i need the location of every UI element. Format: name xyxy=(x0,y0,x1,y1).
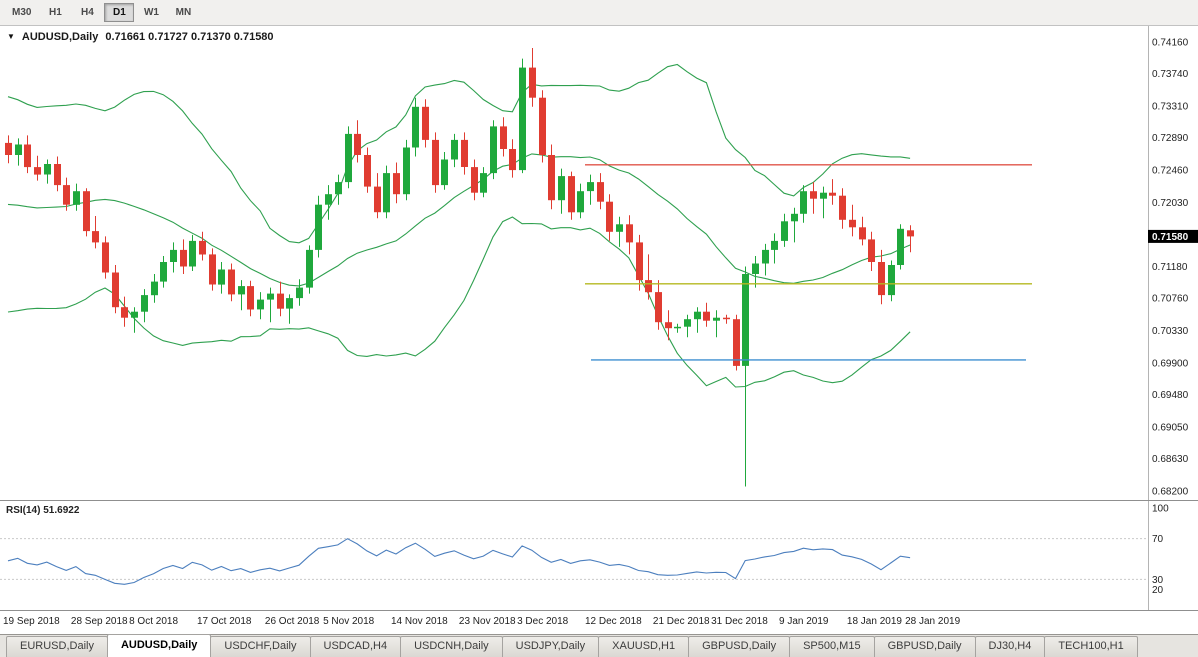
chart-background xyxy=(0,26,1198,634)
bollinger-upper-band xyxy=(7,63,911,244)
price-axis-label: 0.68630 xyxy=(1152,454,1189,465)
price-axis-label: 0.72030 xyxy=(1152,198,1189,209)
rsi-indicator-label: RSI(14) 51.6922 xyxy=(6,505,80,516)
symbol-tab-tech100-h1[interactable]: TECH100,H1 xyxy=(1044,636,1138,657)
symbol-tab-usdcnh-daily[interactable]: USDCNH,Daily xyxy=(400,636,503,657)
symbol-tab-audusd-daily[interactable]: AUDUSD,Daily xyxy=(106,634,212,657)
rsi-line xyxy=(7,538,911,585)
timeframe-button-d1[interactable]: D1 xyxy=(104,3,135,22)
date-axis-label: 3 Dec 2018 xyxy=(517,616,569,627)
price-axis-label: 0.70760 xyxy=(1152,294,1189,305)
chart-marker-icon: ▼ xyxy=(7,32,15,41)
timeframe-button-mn[interactable]: MN xyxy=(175,7,192,18)
chart-ohlc-values: 0.71661 0.71727 0.71370 0.71580 xyxy=(105,31,274,43)
candles-layer xyxy=(5,48,914,487)
chart-canvas[interactable]: 0.74160 0.73740 0.73310 0.72890 0.72460 0.720… xyxy=(0,26,1198,634)
price-axis-label: 0.69050 xyxy=(1152,423,1189,434)
symbol-tab-gbpusd-daily[interactable]: GBPUSD,Daily xyxy=(873,636,976,657)
date-axis-label: 31 Dec 2018 xyxy=(711,616,768,627)
price-axis-label: 0.70330 xyxy=(1152,326,1189,337)
timeframe-button-w1[interactable]: W1 xyxy=(143,7,159,18)
rsi-axis-label: 100 xyxy=(1152,504,1169,515)
date-axis-label: 28 Sep 2018 xyxy=(71,616,128,627)
timeframe-button-h4[interactable]: H4 xyxy=(81,7,94,18)
date-axis-label: 5 Nov 2018 xyxy=(323,616,375,627)
date-axis-label: 18 Jan 2019 xyxy=(847,616,902,627)
date-axis-label: 12 Dec 2018 xyxy=(585,616,642,627)
date-axis-label: 14 Nov 2018 xyxy=(391,616,448,627)
bollinger-middle-band xyxy=(7,153,911,287)
chart-title: ▼ AUDUSD,Daily 0.71661 0.71727 0.71370 0… xyxy=(7,31,274,43)
current-price-badge xyxy=(1148,229,1198,243)
symbol-tab-eurusd-daily[interactable]: EURUSD,Daily xyxy=(6,636,108,657)
symbol-tab-xauusd-h1[interactable]: XAUUSD,H1 xyxy=(598,636,690,657)
price-axis-label: 0.74160 xyxy=(1152,38,1189,49)
price-axis-label: 0.72460 xyxy=(1152,166,1189,177)
symbol-tab-usdchf-daily[interactable]: USDCHF,Daily xyxy=(210,636,311,657)
date-axis-label: 19 Sep 2018 xyxy=(3,616,60,627)
rsi-axis-label: 30 xyxy=(1152,575,1164,586)
chart-symbol-label: AUDUSD,Daily xyxy=(21,31,99,43)
symbol-tab-dj30-h4[interactable]: DJ30,H4 xyxy=(974,636,1046,657)
bollinger-lower-band xyxy=(7,216,911,388)
price-axis-label: 0.71180 xyxy=(1152,262,1188,273)
timeframe-toolbar: M30 H1 H4 D1 W1 MN xyxy=(0,0,1198,26)
current-price-badge-value: 0.71580 xyxy=(1152,232,1189,243)
timeframe-button-h1[interactable]: H1 xyxy=(49,7,62,18)
symbol-tab-gbpusd-daily[interactable]: GBPUSD,Daily xyxy=(688,636,791,657)
date-axis-label: 9 Jan 2019 xyxy=(779,616,829,627)
symbol-tabbar: EURUSD,Daily AUDUSD,Daily USDCHF,Daily USDC… xyxy=(0,634,1198,657)
price-axis-label: 0.73310 xyxy=(1152,102,1189,113)
price-axis-label: 0.68200 xyxy=(1152,487,1189,498)
symbol-tab-usdjpy-daily[interactable]: USDJPY,Daily xyxy=(501,636,600,657)
date-axis-label: 23 Nov 2018 xyxy=(459,616,516,627)
date-axis-label: 17 Oct 2018 xyxy=(197,616,252,627)
price-axis-label: 0.69480 xyxy=(1152,390,1189,401)
symbol-tab-sp500-m15[interactable]: SP500,M15 xyxy=(789,636,875,657)
rsi-axis-label: 70 xyxy=(1152,534,1164,545)
symbol-tab-usdcad-h4[interactable]: USDCAD,H4 xyxy=(309,636,402,657)
date-axis-label: 28 Jan 2019 xyxy=(905,616,960,627)
timeframe-button-m30[interactable]: M30 xyxy=(12,7,32,18)
rsi-axis-label: 20 xyxy=(1152,585,1164,596)
date-axis-label: 21 Dec 2018 xyxy=(653,616,710,627)
price-axis-label: 0.69900 xyxy=(1152,358,1189,369)
price-axis-label: 0.73740 xyxy=(1152,69,1189,80)
date-axis-label: 26 Oct 2018 xyxy=(265,616,320,627)
date-axis-label: 8 Oct 2018 xyxy=(129,616,178,627)
price-axis-label: 0.72890 xyxy=(1152,133,1189,144)
